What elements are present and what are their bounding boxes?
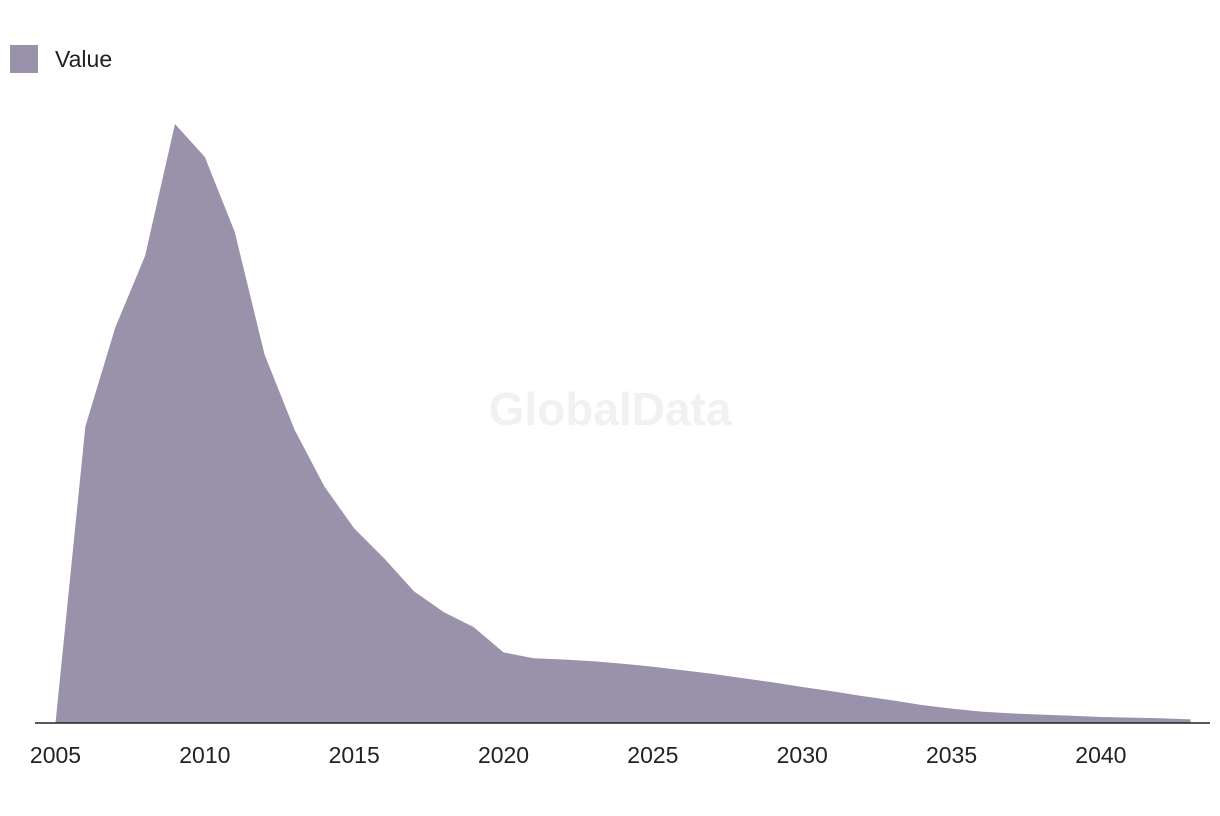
data-point-2030 [800,685,804,689]
data-point-2038 [1039,713,1043,717]
data-point-2029 [770,680,774,684]
data-point-2039 [1069,714,1073,718]
legend-label: Value [55,45,113,72]
data-point-2025 [651,665,655,669]
data-point-2031 [830,689,834,693]
data-point-2022 [561,658,565,662]
data-point-2026 [681,668,685,672]
data-point-2019 [472,625,476,629]
data-point-2015 [352,526,356,530]
data-point-2037 [1009,711,1013,715]
x-tick-label-2025: 2025 [627,742,678,768]
data-point-2027 [711,672,715,676]
data-point-2041 [1129,716,1133,720]
data-point-2017 [412,589,416,593]
x-tick-label-2020: 2020 [478,742,529,768]
data-point-2035 [950,707,954,711]
legend: Value [10,44,112,74]
x-axis-ticks: 2005 2010 2015 2020 2025 2030 2035 2040 [30,742,1127,768]
data-point-2023 [591,659,595,663]
legend-swatch [10,45,38,73]
data-point-2020 [502,650,506,654]
data-point-2021 [531,656,535,660]
data-point-2016 [382,556,386,560]
x-tick-label-2035: 2035 [926,742,977,768]
data-point-2034 [920,703,924,707]
data-point-2042 [1159,716,1163,720]
data-point-2032 [860,694,864,698]
x-tick-label-2010: 2010 [179,742,230,768]
data-point-2018 [442,610,446,614]
data-point-2024 [621,662,625,666]
data-point-2012 [263,353,267,357]
data-point-2006 [83,425,87,429]
x-tick-label-2030: 2030 [777,742,828,768]
data-point-2009 [173,122,177,126]
data-point-2028 [740,676,744,680]
area-series-value [55,124,1191,723]
data-point-2033 [890,698,894,702]
data-point-2010 [203,155,207,159]
data-point-2014 [322,484,326,488]
x-tick-label-2015: 2015 [329,742,380,768]
data-point-2013 [292,427,296,431]
x-tick-label-2040: 2040 [1075,742,1126,768]
watermark-text: GlobalData [489,383,732,435]
x-tick-label-2005: 2005 [30,742,81,768]
data-point-2008 [143,254,147,258]
data-point-2007 [113,326,117,330]
data-point-2043 [1189,717,1193,721]
data-point-2011 [233,230,237,234]
data-point-2040 [1099,715,1103,719]
series-layer [55,122,1193,723]
data-point-2036 [979,710,983,714]
